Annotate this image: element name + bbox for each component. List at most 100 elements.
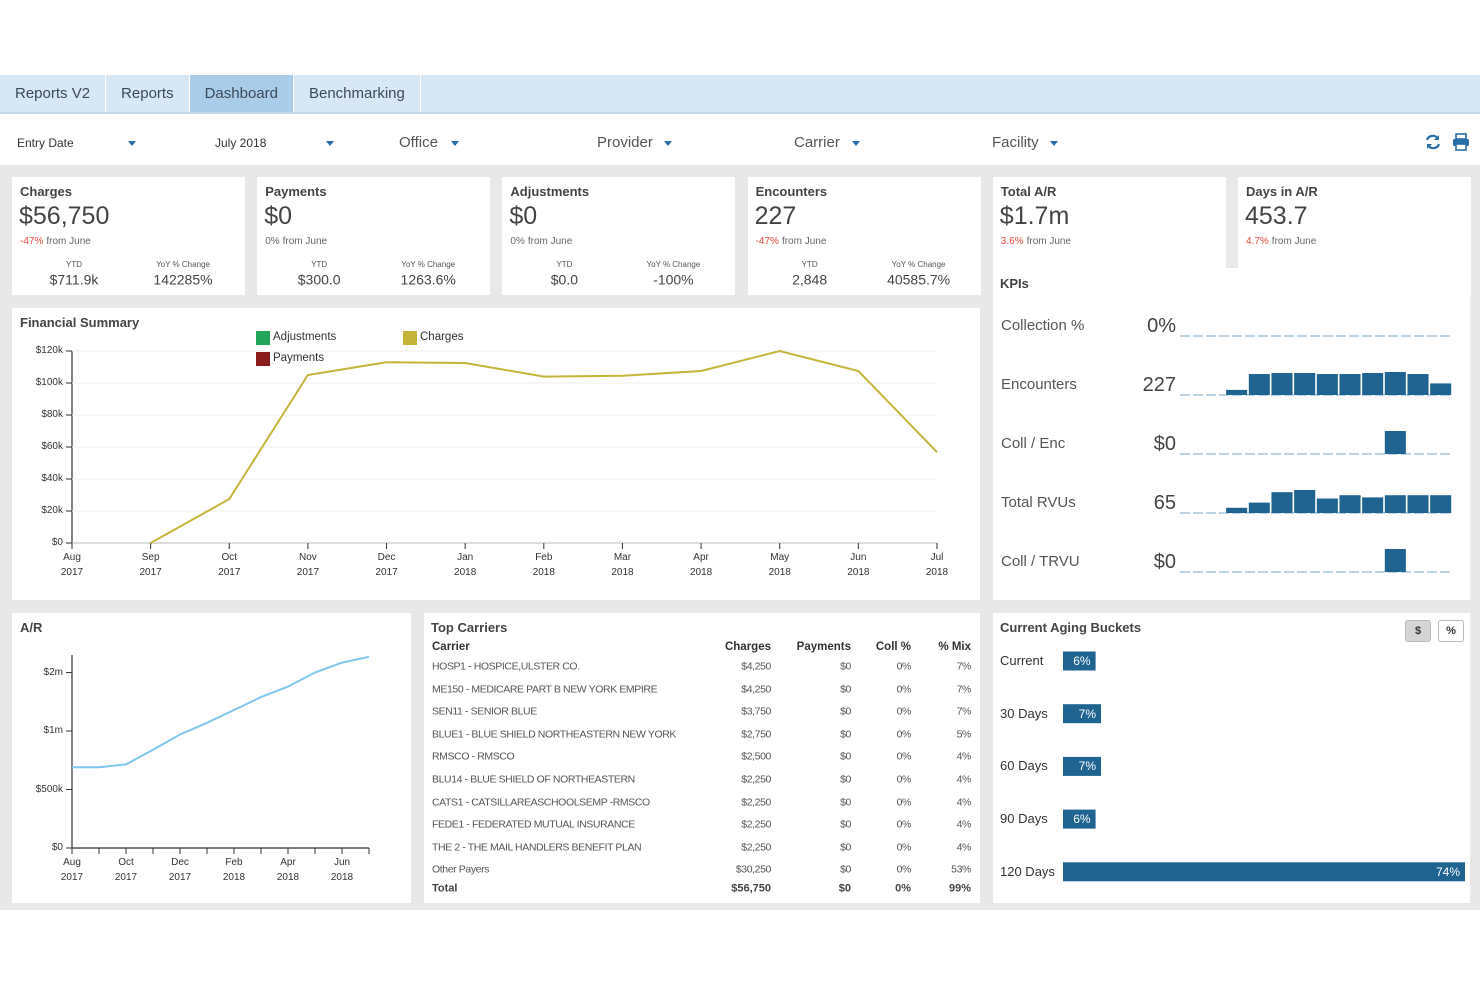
- table-cell: ME150 - MEDICARE PART B NEW YORK EMPIRE: [432, 683, 658, 696]
- x-tick-label: Aug 2017: [60, 857, 84, 883]
- x-tick-label: Feb 2018: [532, 552, 555, 578]
- card-title: Charges: [20, 184, 73, 200]
- legend-label: Adjustments: [273, 331, 337, 344]
- y-tick-label: $20k: [41, 505, 63, 516]
- card-value: 227: [754, 202, 797, 230]
- filter-dropdown[interactable]: Carrier: [794, 134, 840, 151]
- total-cell: $0: [838, 882, 851, 895]
- refresh-icon[interactable]: [1424, 133, 1442, 151]
- table-cell: RMSCO - RMSCO: [432, 751, 515, 764]
- table-cell: THE 2 - THE MAIL HANDLERS BENEFIT PLAN: [432, 841, 642, 854]
- card-title: Payments: [265, 184, 327, 200]
- x-tick-label: Nov 2017: [296, 552, 320, 578]
- x-tick-label: Jun 2018: [330, 857, 354, 883]
- x-tick-label: Oct 2017: [114, 857, 138, 883]
- change-text: from June: [1026, 236, 1072, 247]
- ytd-value: $300.0: [297, 271, 341, 288]
- filter-dropdown[interactable]: Entry Date: [17, 135, 74, 150]
- change-percent: 0%: [510, 236, 525, 247]
- change-percent: 3.6%: [1000, 236, 1024, 247]
- table-cell: $0: [840, 773, 851, 786]
- kpi-card: [1238, 177, 1471, 295]
- kpi-value: $0: [1153, 433, 1176, 455]
- table-cell: $2,500: [741, 751, 771, 764]
- table-cell: $2,250: [741, 841, 771, 854]
- x-tick-label: Aug 2017: [60, 552, 84, 578]
- y-tick-label: $120k: [35, 345, 63, 356]
- kpi-card: [12, 177, 245, 295]
- filter-dropdown[interactable]: July 2018: [215, 135, 267, 150]
- column-header: Charges: [724, 641, 771, 654]
- panel-title: Top Carriers: [431, 620, 508, 636]
- yoy-label: YoY % Change: [891, 260, 946, 270]
- card-value: $0: [509, 202, 538, 230]
- x-tick-label: Oct 2017: [218, 552, 241, 578]
- change-text: from June: [781, 236, 827, 247]
- table-cell: $0: [840, 751, 851, 764]
- filter-dropdown[interactable]: Facility: [992, 134, 1039, 151]
- kpi-name: Encounters: [1001, 376, 1077, 393]
- tab[interactable]: Reports: [106, 75, 190, 112]
- card-value: $1.7m: [999, 202, 1070, 230]
- y-tick-label: $0: [51, 842, 63, 853]
- yoy-value: -100%: [653, 271, 694, 288]
- toggle-button[interactable]: %: [1438, 620, 1464, 642]
- print-icon[interactable]: [1452, 133, 1470, 151]
- x-tick-label: Sep 2017: [139, 552, 162, 578]
- bucket-value-label: 7%: [1078, 759, 1097, 774]
- dropdown-arrow: [451, 141, 459, 146]
- table-cell: $0: [840, 728, 851, 741]
- filter-dropdown[interactable]: Provider: [597, 134, 653, 151]
- table-cell: $2,250: [741, 796, 771, 809]
- filter-dropdown[interactable]: Office: [399, 134, 438, 151]
- kpi-name: Coll / TRVU: [1001, 553, 1080, 570]
- card-title: Total A/R: [1000, 184, 1057, 200]
- x-tick-label: Mar 2018: [611, 552, 634, 578]
- table-cell: $2,750: [741, 728, 771, 741]
- card-title: Encounters: [755, 184, 828, 200]
- ytd-value: $711.9k: [49, 271, 99, 288]
- kpi-value: $0: [1153, 551, 1176, 573]
- top-carriers-panel: [424, 613, 980, 903]
- yoy-label: YoY % Change: [156, 260, 210, 270]
- tabs: Reports V2 Reports Dashboard Benchmarking: [0, 75, 1480, 112]
- tab[interactable]: Reports V2: [0, 75, 107, 112]
- table-cell: HOSP1 - HOSPICE,ULSTER CO.: [432, 660, 580, 673]
- panel-title: KPIs: [1000, 276, 1029, 292]
- x-tick-label: Dec 2017: [375, 552, 398, 578]
- card-change: 0% from June: [510, 236, 572, 248]
- dropdown-arrow: [128, 141, 136, 146]
- table-cell: $0: [840, 705, 851, 718]
- table-cell: $0: [840, 841, 851, 854]
- x-tick-label: Jul 2018: [925, 552, 949, 578]
- table-cell: $0: [840, 864, 851, 877]
- table-cell: 0%: [896, 660, 912, 673]
- change-text: from June: [46, 236, 91, 247]
- table-cell: $4,250: [741, 660, 771, 673]
- ytd-label: YTD: [801, 260, 818, 270]
- table-cell: 4%: [956, 751, 972, 764]
- yoy-value: 1263.6%: [400, 271, 456, 288]
- table-cell: 0%: [896, 818, 912, 831]
- table-cell: 0%: [896, 864, 912, 877]
- tab[interactable]: Benchmarking: [294, 75, 421, 112]
- bucket-label: 120 Days: [1000, 864, 1055, 879]
- table-cell: 7%: [956, 660, 972, 673]
- card-value: $56,750: [19, 202, 110, 230]
- legend-label: Charges: [420, 331, 464, 344]
- table-cell: 4%: [956, 818, 972, 831]
- change-percent: 4.7%: [1246, 236, 1269, 247]
- bucket-value-label: 6%: [1073, 653, 1091, 668]
- table-cell: 4%: [956, 796, 972, 809]
- change-text: from June: [1271, 236, 1317, 247]
- table-cell: 0%: [896, 751, 912, 764]
- table-cell: $2,250: [741, 773, 771, 786]
- bucket-value-label: 6%: [1073, 811, 1091, 826]
- x-tick-label: Jun 2018: [847, 552, 870, 578]
- tab[interactable]: Dashboard: [189, 75, 294, 112]
- ytd-label: YTD: [66, 260, 82, 270]
- card-title: Adjustments: [510, 184, 590, 200]
- legend-label: Payments: [273, 352, 325, 365]
- panel-title: Financial Summary: [20, 315, 140, 331]
- toggle-button[interactable]: $: [1405, 620, 1431, 642]
